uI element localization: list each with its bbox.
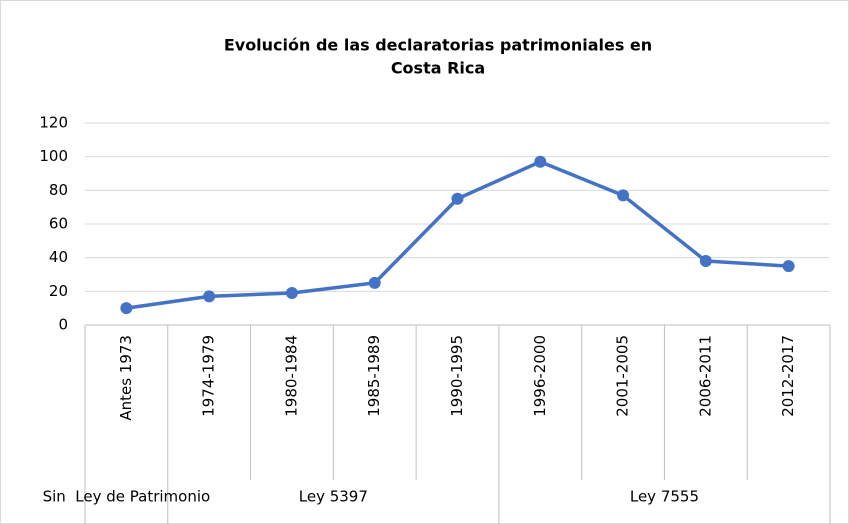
y-tick-label: 60 <box>49 215 68 233</box>
x-tick-label: 2001-2005 <box>614 335 632 417</box>
y-tick-label: 80 <box>49 181 68 199</box>
marker <box>617 189 630 202</box>
x-tick-label: 2012-2017 <box>779 335 797 417</box>
y-tick-label: 40 <box>49 248 68 266</box>
marker <box>699 255 712 268</box>
x-tick-label: 1985-1989 <box>365 335 383 417</box>
group-label: Ley 5397 <box>299 488 368 506</box>
x-tick-label: 1980-1984 <box>282 335 300 417</box>
y-tick-label: 20 <box>49 282 68 300</box>
x-tick-label: 1974-1979 <box>200 335 218 417</box>
marker <box>451 192 464 205</box>
x-tick-label: 1996-2000 <box>531 335 549 417</box>
y-tick-label: 100 <box>39 147 68 165</box>
group-label: Ley 7555 <box>630 488 699 506</box>
chart-title: Costa Rica <box>391 59 485 78</box>
x-tick-label: 1990-1995 <box>448 335 466 417</box>
marker <box>285 287 298 300</box>
y-tick-label: 0 <box>58 316 68 334</box>
marker <box>782 260 795 273</box>
x-tick-label: Antes 1973 <box>117 335 135 421</box>
marker <box>120 302 133 315</box>
chart-title: Evolución de las declaratorias patrimoni… <box>224 36 652 55</box>
marker <box>203 290 216 303</box>
x-tick-label: 2006-2011 <box>696 335 714 417</box>
marker <box>534 155 547 168</box>
marker <box>368 276 381 289</box>
group-label: Sin Ley de Patrimonio <box>43 488 211 506</box>
y-tick-label: 120 <box>39 114 68 132</box>
